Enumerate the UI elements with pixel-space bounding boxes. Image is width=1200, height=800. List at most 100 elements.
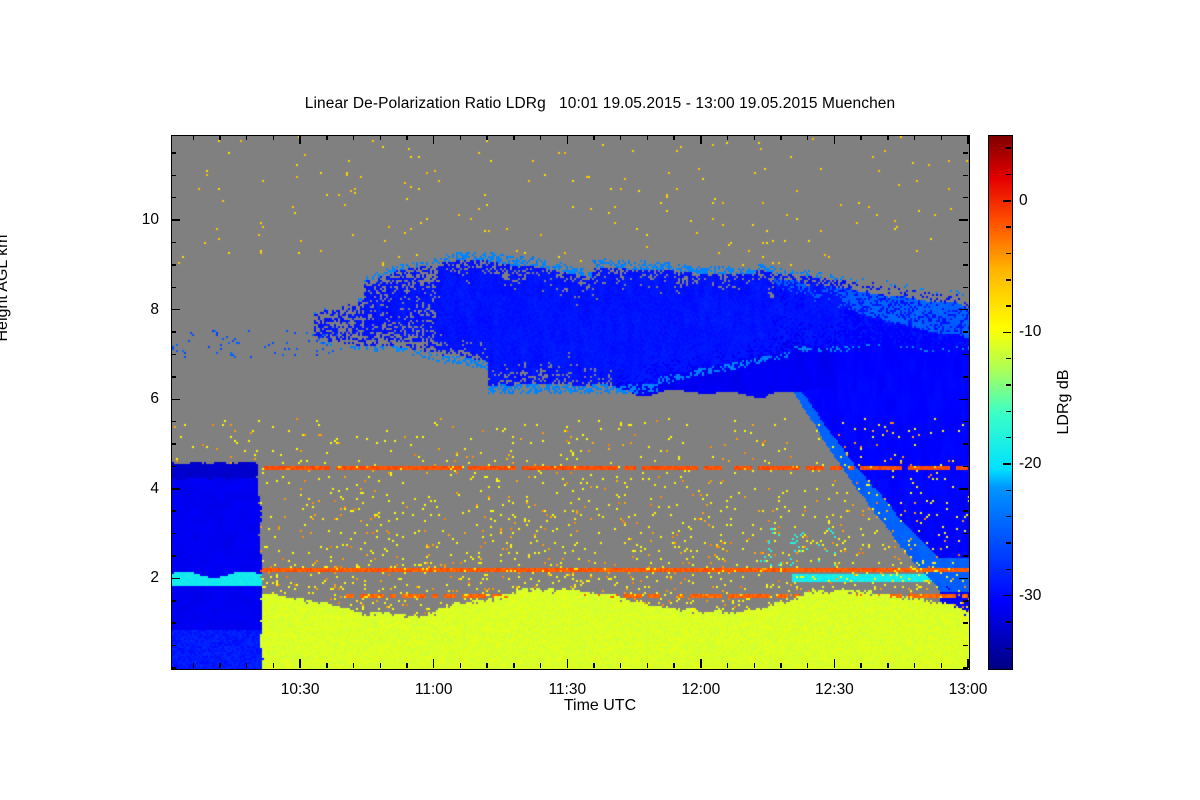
y-tick-label: 10 (141, 211, 159, 229)
y-tick-minor-right (963, 241, 968, 244)
x-tick-minor (753, 663, 756, 668)
y-tick-minor-right (963, 532, 968, 535)
x-tick-major (299, 659, 301, 668)
y-tick-minor-right (963, 376, 968, 378)
colorbar-tick (1006, 252, 1011, 255)
y-tick-label: 4 (150, 479, 159, 497)
colorbar-tick (1006, 436, 1011, 439)
colorbar-tick-label: -30 (1019, 586, 1042, 604)
colorbar-tick (1006, 384, 1011, 386)
x-tick-minor (245, 663, 248, 668)
y-tick-major (171, 308, 180, 311)
x-tick-label: 11:30 (548, 681, 587, 698)
plot-area[interactable] (171, 135, 970, 670)
y-tick-minor (171, 667, 176, 669)
x-tick-minor (673, 663, 675, 668)
colorbar-tick-major (1003, 200, 1011, 202)
y-tick-minor (171, 241, 176, 244)
y-axis-title: Height AGL km (0, 234, 11, 342)
y-tick-major-right (959, 398, 968, 400)
y-tick-label: 2 (150, 569, 159, 587)
y-tick-minor (171, 622, 176, 624)
x-tick-minor (726, 663, 729, 668)
colorbar-tick (1006, 515, 1011, 518)
x-tick-minor (539, 663, 542, 668)
y-tick-minor (171, 465, 176, 468)
x-tick-major (566, 659, 569, 668)
y-tick-minor-right (963, 465, 968, 468)
y-tick-minor-right (963, 510, 968, 512)
colorbar-tick (1006, 226, 1011, 228)
x-tick-minor-top (379, 135, 382, 140)
x-tick-label: 12:30 (815, 681, 854, 698)
y-tick-minor (171, 353, 176, 356)
x-tick-minor-top (593, 135, 595, 140)
x-tick-minor (459, 663, 462, 668)
x-tick-minor (352, 663, 355, 668)
x-tick-minor-top (513, 135, 515, 140)
x-tick-minor-top (860, 135, 862, 140)
y-tick-label: 8 (150, 300, 159, 318)
x-tick-minor-top (219, 135, 221, 140)
x-tick-minor (646, 663, 649, 668)
x-tick-minor-top (673, 135, 675, 140)
x-tick-minor-top (753, 135, 756, 140)
x-tick-major-top (700, 135, 702, 144)
x-tick-minor-top (940, 135, 943, 140)
y-tick-minor (171, 152, 176, 154)
y-tick-major (171, 577, 180, 580)
y-tick-minor-right (963, 152, 968, 154)
y-tick-minor-right (963, 443, 968, 445)
x-tick-minor-top (887, 135, 889, 140)
y-tick-minor-right (963, 644, 968, 647)
colorbar-title: LDRg dB (1055, 369, 1072, 435)
colorbar[interactable] (988, 135, 1013, 670)
x-tick-minor (379, 663, 382, 668)
colorbar-tick-major (1003, 594, 1011, 597)
chart-title: Linear De-Polarization Ratio LDRg 10:01 … (304, 95, 896, 112)
x-tick-minor (619, 663, 622, 668)
x-tick-minor-top (806, 135, 809, 140)
colorbar-tick (1006, 173, 1011, 176)
y-tick-major (171, 219, 180, 221)
x-tick-major-top (566, 135, 569, 144)
x-tick-minor (326, 663, 328, 668)
x-tick-minor-top (326, 135, 328, 140)
x-tick-minor (219, 663, 221, 668)
x-tick-minor-top (539, 135, 542, 140)
y-tick-minor (171, 174, 176, 177)
x-tick-minor (192, 663, 194, 668)
x-tick-major-top (432, 135, 435, 144)
x-tick-major-top (833, 135, 836, 144)
x-tick-label: 11:00 (414, 681, 453, 698)
y-tick-minor (171, 443, 176, 445)
colorbar-tick-label: -10 (1019, 323, 1042, 341)
x-tick-label: 10:30 (280, 681, 320, 698)
y-tick-minor-right (963, 174, 968, 177)
y-tick-minor (171, 510, 176, 512)
x-tick-minor (272, 663, 275, 668)
x-tick-minor-top (913, 135, 916, 140)
colorbar-tick (1006, 305, 1011, 307)
y-tick-minor (171, 264, 176, 266)
x-tick-minor-top (352, 135, 355, 140)
y-tick-minor (171, 420, 176, 423)
y-tick-major (171, 398, 180, 400)
x-axis-title: Time UTC (563, 697, 637, 714)
x-tick-minor-top (459, 135, 462, 140)
x-tick-minor (887, 663, 889, 668)
y-tick-minor-right (963, 264, 968, 266)
x-tick-major (700, 659, 702, 668)
heatmap-canvas (172, 136, 969, 669)
x-tick-minor (940, 663, 943, 668)
y-tick-major-right (959, 219, 968, 221)
y-tick-minor-right (963, 600, 968, 602)
x-tick-minor-top (272, 135, 275, 140)
x-tick-major (432, 659, 435, 668)
x-tick-minor (780, 663, 782, 668)
y-tick-minor-right (963, 420, 968, 423)
colorbar-tick (1006, 568, 1011, 571)
x-tick-minor-top (646, 135, 649, 140)
colorbar-tick (1006, 357, 1011, 360)
x-tick-major (833, 659, 836, 668)
